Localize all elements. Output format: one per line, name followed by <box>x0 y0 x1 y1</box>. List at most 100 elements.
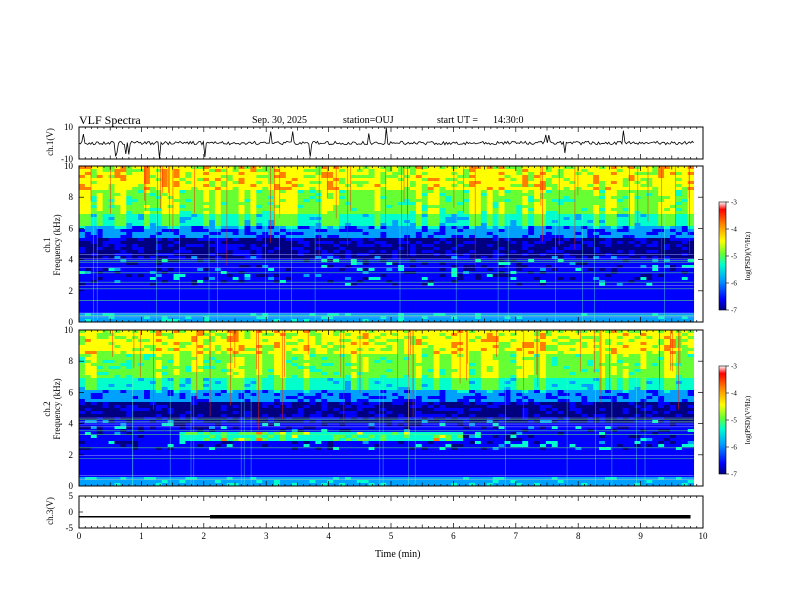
spectrogram-cell <box>451 172 458 176</box>
spectrogram-cell <box>516 169 523 173</box>
spectrogram-cell <box>321 289 328 293</box>
spectrogram-cell <box>250 298 257 302</box>
spectrogram-cell <box>274 178 281 182</box>
spectrogram-cell <box>404 190 411 194</box>
spectrogram-cell <box>185 274 192 278</box>
spectrogram-cell <box>480 280 488 284</box>
spectrogram-cell <box>610 244 618 248</box>
spectrogram-cell <box>268 280 275 284</box>
spectrogram-cell <box>238 235 245 239</box>
spectrogram-cell <box>327 250 334 254</box>
spectrogram-cell <box>640 265 647 269</box>
spectrogram-cell <box>539 283 547 287</box>
spectrogram-cell <box>392 229 399 233</box>
spectrogram-cell <box>445 280 452 284</box>
spectrogram-cell <box>339 310 346 314</box>
spectrogram-cell <box>102 247 109 251</box>
spectrogram-cell <box>167 220 174 224</box>
spectrogram-cell <box>557 190 565 194</box>
spectrogram-cell <box>315 229 322 233</box>
spectrogram-cell <box>132 268 139 272</box>
spectrogram-cell <box>427 193 434 197</box>
spectrogram-cell <box>386 316 393 320</box>
spectrogram-cell <box>386 256 393 260</box>
spectrogram-cell <box>610 205 618 209</box>
spectrogram-cell <box>610 274 618 278</box>
spectrogram-cell <box>256 238 263 242</box>
spectrogram-cell <box>374 307 381 311</box>
spectrogram-cell <box>108 232 115 236</box>
spectrogram-cell <box>185 226 192 230</box>
spectrogram-cell <box>155 304 163 308</box>
spectrogram-cell <box>610 184 618 188</box>
spectrogram-cell <box>539 241 547 245</box>
spectrogram-cell <box>563 196 570 200</box>
spectrogram-cell <box>498 286 505 290</box>
spectrogram-cell <box>404 244 411 248</box>
spectrogram-cell <box>132 295 139 299</box>
spectrogram-cell <box>386 241 393 245</box>
spectrogram-cell <box>398 235 405 239</box>
spectrogram-cell <box>114 172 121 176</box>
spectrogram-cell <box>534 283 541 287</box>
spectrogram-cell <box>563 214 570 218</box>
spectrogram-cell <box>285 238 293 242</box>
spectrogram-cell <box>539 199 547 203</box>
spectrogram-cell <box>433 268 440 272</box>
spectrogram-cell <box>522 202 529 206</box>
spectrogram-cell <box>569 178 576 182</box>
spectrogram-cell <box>250 304 257 308</box>
spectrogram-cell <box>356 289 364 293</box>
spectrogram-cell <box>179 193 186 197</box>
spectrogram-cell <box>534 220 541 224</box>
spectrogram-cell <box>191 244 198 248</box>
spectrogram-cell <box>622 241 630 245</box>
spectrogram-cell <box>534 199 541 203</box>
spectrogram-cell <box>84 244 92 248</box>
spectrogram-cell <box>640 214 647 218</box>
spectrogram-cell <box>528 277 535 281</box>
spectrogram-cell <box>262 208 269 212</box>
spectrogram-cell <box>622 187 630 191</box>
spectrogram-cell <box>398 265 405 269</box>
spectrogram-cell <box>256 265 263 269</box>
spectrogram-cell <box>392 316 399 320</box>
spectrogram-cell <box>220 241 228 245</box>
spectrogram-cell <box>339 169 346 173</box>
spectrogram-cell <box>96 178 104 182</box>
spectrogram-cell <box>149 211 157 215</box>
spectrogram-cell <box>226 178 234 182</box>
spectrogram-cell <box>427 202 434 206</box>
spectrogram-cell <box>622 244 630 248</box>
spectrogram-cell <box>581 199 588 203</box>
spectrogram-cell <box>504 226 511 230</box>
spectrogram-cell <box>504 313 511 317</box>
spectrogram-cell <box>291 307 299 311</box>
spectrogram-cell <box>439 205 446 209</box>
spectrogram-cell <box>132 244 139 248</box>
spectrogram-cell <box>486 175 494 179</box>
spectrogram-cell <box>238 214 245 218</box>
spectrogram-cell <box>528 235 535 239</box>
spectrogram-cell <box>321 166 328 170</box>
spectrogram-cell <box>226 226 234 230</box>
spectrogram-cell <box>599 172 606 176</box>
spectrogram-cell <box>439 241 446 245</box>
spectrogram-cell <box>220 187 228 191</box>
spectrogram-cell <box>409 181 417 185</box>
spectrogram-cell <box>374 211 381 215</box>
spectrogram-cell <box>203 235 210 239</box>
spectrogram-cell <box>279 229 287 233</box>
spectrogram-cell <box>398 295 405 299</box>
spectrogram-cell <box>569 181 576 185</box>
spectrogram-cell <box>126 304 133 308</box>
spectrogram-cell <box>149 217 157 221</box>
spectrogram-cell <box>356 313 364 317</box>
spectrogram-cell <box>392 295 399 299</box>
spectrogram-cell <box>185 178 192 182</box>
spectrogram-cell <box>138 175 145 179</box>
spectrogram-cell <box>522 208 529 212</box>
spectrogram-cell <box>179 178 186 182</box>
spectrogram-cell <box>120 295 127 299</box>
spectrogram-cell <box>209 268 216 272</box>
